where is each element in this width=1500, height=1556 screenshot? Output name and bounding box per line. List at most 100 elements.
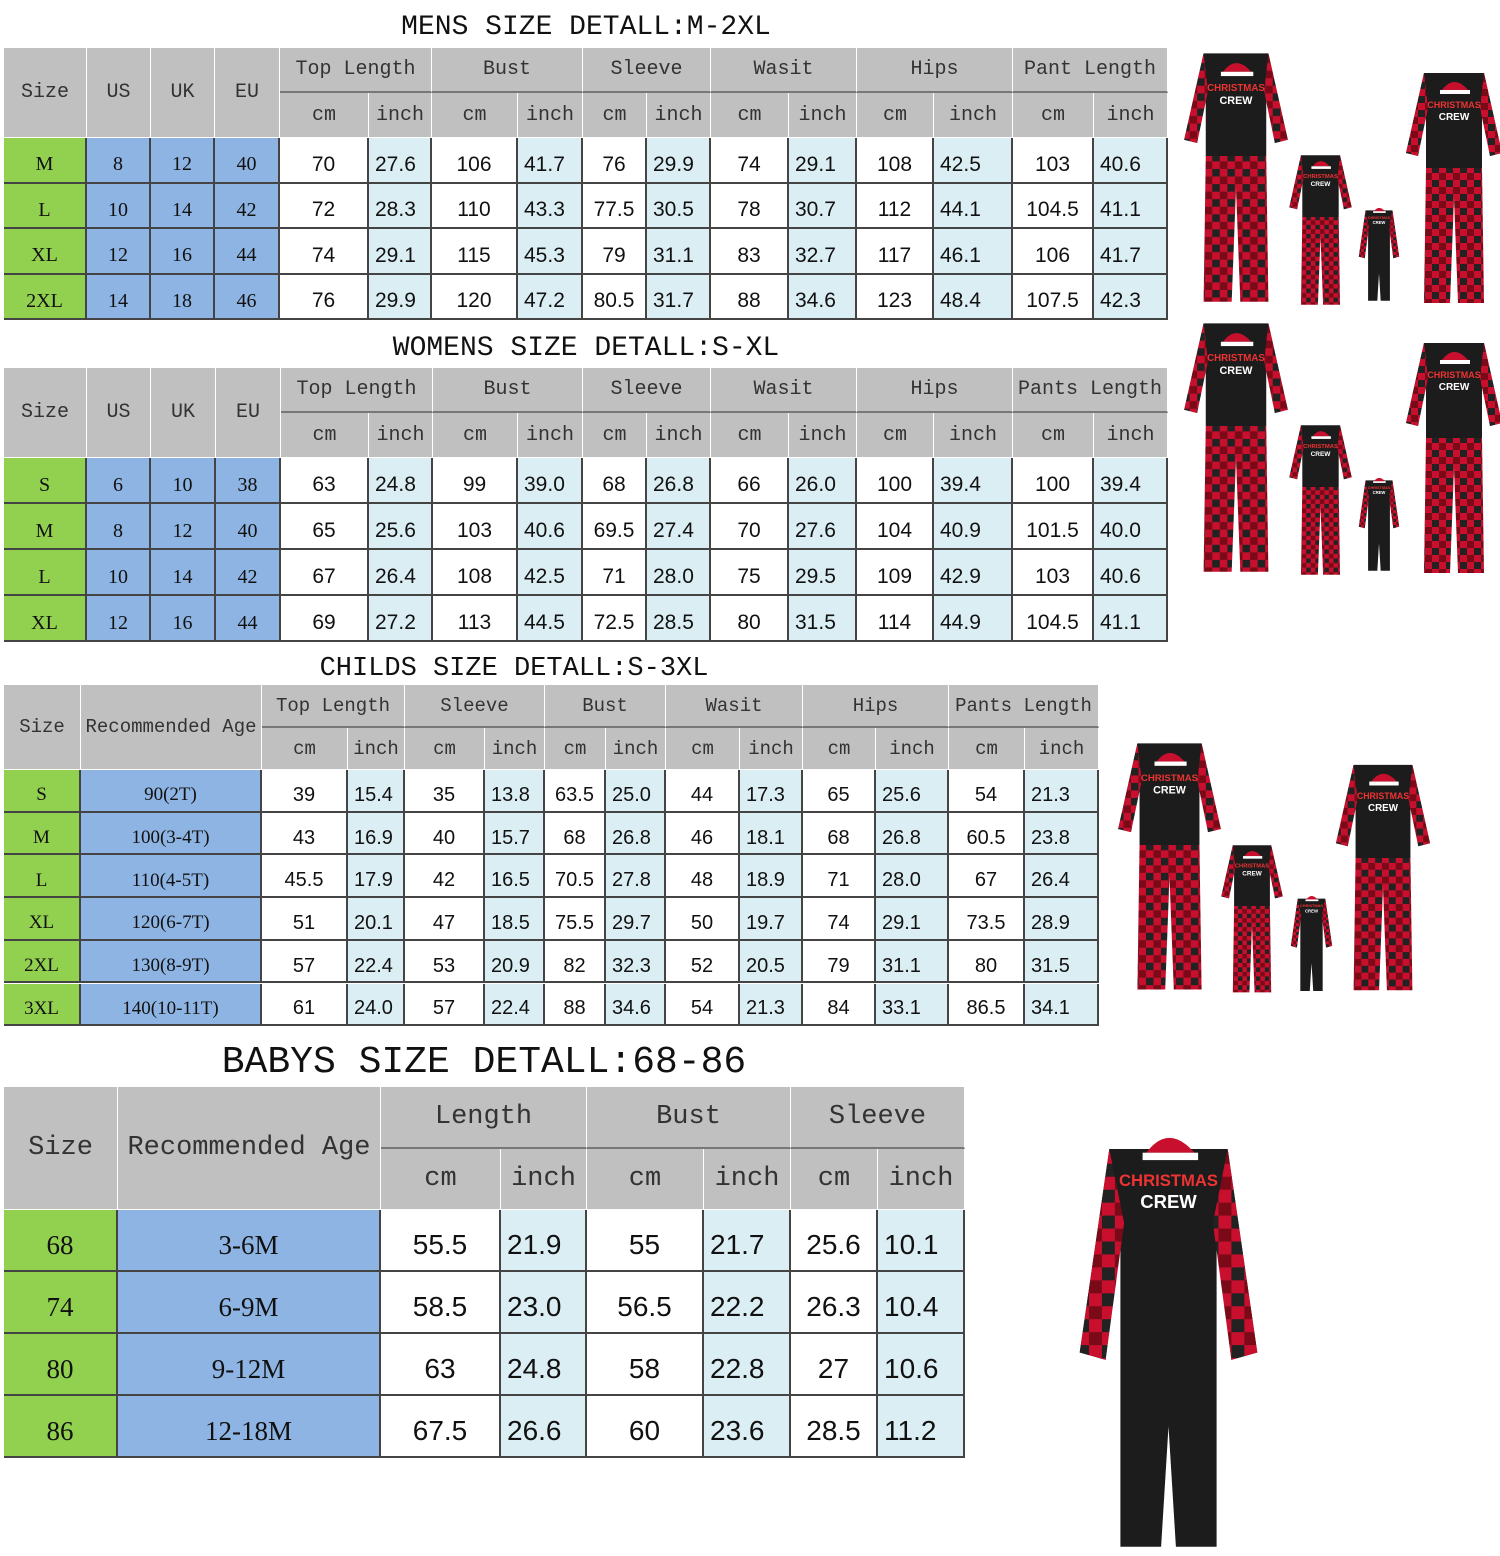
header-unit-inch: inch bbox=[369, 413, 433, 458]
inch-value-cell: 16.5 bbox=[485, 855, 545, 899]
inch-value-cell: 20.5 bbox=[740, 940, 803, 984]
cm-value-cell: 69 bbox=[281, 596, 369, 642]
uk-cell: 14 bbox=[151, 550, 216, 596]
cm-value-cell: 72 bbox=[280, 183, 369, 229]
age-cell: 130(8-9T) bbox=[81, 940, 262, 984]
cm-value-cell: 86.5 bbox=[949, 983, 1025, 1027]
cm-value-cell: 51 bbox=[262, 898, 348, 941]
header-group-sleeve: Sleeve bbox=[583, 368, 711, 413]
eu-cell: 38 bbox=[216, 458, 281, 504]
header-group-hips: Hips bbox=[857, 368, 1013, 413]
inch-value-cell: 41.7 bbox=[1094, 229, 1168, 275]
svg-text:CREW: CREW bbox=[1373, 220, 1386, 225]
inch-value-cell: 26.0 bbox=[789, 458, 857, 504]
header-unit-inch: inch bbox=[1025, 728, 1099, 770]
size-cell: M bbox=[4, 504, 87, 550]
header-unit-cm: cm bbox=[583, 93, 647, 138]
cm-value-cell: 67.5 bbox=[381, 1396, 501, 1458]
cm-value-cell: 82 bbox=[545, 940, 606, 984]
uk-cell: 12 bbox=[151, 138, 215, 184]
cm-value-cell: 113 bbox=[433, 596, 518, 642]
header-unit-cm: cm bbox=[433, 413, 518, 458]
inch-value-cell: 24.8 bbox=[369, 458, 433, 504]
header-unit-inch: inch bbox=[647, 93, 711, 138]
cm-value-cell: 68 bbox=[583, 458, 647, 504]
svg-text:CREW: CREW bbox=[1220, 365, 1254, 377]
header-unit-inch: inch bbox=[704, 1149, 791, 1210]
inch-value-cell: 20.1 bbox=[348, 898, 405, 941]
header-unit-cm: cm bbox=[803, 728, 876, 770]
cm-value-cell: 71 bbox=[583, 550, 647, 596]
cm-value-cell: 117 bbox=[857, 229, 934, 275]
size-cell: L bbox=[4, 855, 81, 899]
svg-text:CREW: CREW bbox=[1311, 451, 1332, 458]
inch-value-cell: 47.2 bbox=[518, 274, 583, 320]
cm-value-cell: 26.3 bbox=[791, 1272, 878, 1334]
uk-cell: 16 bbox=[151, 596, 216, 642]
header-unit-inch: inch bbox=[789, 93, 857, 138]
svg-text:CREW: CREW bbox=[1220, 95, 1254, 107]
inch-value-cell: 41.1 bbox=[1094, 596, 1168, 642]
cm-value-cell: 74 bbox=[280, 229, 369, 275]
inch-value-cell: 26.8 bbox=[606, 812, 666, 856]
size-cell: L bbox=[4, 550, 87, 596]
header-unit-cm: cm bbox=[381, 1149, 501, 1210]
inch-value-cell: 23.8 bbox=[1025, 812, 1099, 856]
header-group-pants-length: Pants Length bbox=[1013, 368, 1168, 413]
inch-value-cell: 17.3 bbox=[740, 770, 803, 813]
inch-value-cell: 28.0 bbox=[647, 550, 711, 596]
size-cell: 2XL bbox=[4, 274, 87, 320]
cm-value-cell: 35 bbox=[405, 770, 485, 813]
inch-value-cell: 26.8 bbox=[647, 458, 711, 504]
size-cell: 3XL bbox=[4, 983, 81, 1027]
cm-value-cell: 83 bbox=[711, 229, 789, 275]
inch-value-cell: 29.9 bbox=[369, 274, 432, 320]
inch-value-cell: 44.5 bbox=[518, 596, 583, 642]
header-unit-cm: cm bbox=[587, 1149, 704, 1210]
header-unit-cm: cm bbox=[857, 413, 934, 458]
header-unit-inch: inch bbox=[934, 413, 1013, 458]
inch-value-cell: 29.7 bbox=[606, 898, 666, 941]
cm-value-cell: 80 bbox=[949, 940, 1025, 984]
babys-title: BABYS SIZE DETALL:68-86 bbox=[221, 1041, 747, 1084]
header-unit-inch: inch bbox=[348, 728, 405, 770]
header-unit-cm: cm bbox=[949, 728, 1025, 770]
inch-value-cell: 40.6 bbox=[518, 504, 583, 550]
size-cell: L bbox=[4, 183, 87, 229]
header-group-sleeve: Sleeve bbox=[583, 48, 711, 93]
cm-value-cell: 39 bbox=[262, 770, 348, 813]
inch-value-cell: 44.1 bbox=[934, 183, 1013, 229]
inch-value-cell: 31.5 bbox=[1025, 940, 1099, 984]
header-unit-inch: inch bbox=[1094, 413, 1168, 458]
header-size: Size bbox=[4, 368, 87, 458]
inch-value-cell: 28.9 bbox=[1025, 898, 1099, 941]
cm-value-cell: 63 bbox=[281, 458, 369, 504]
inch-value-cell: 27.2 bbox=[369, 596, 433, 642]
cm-value-cell: 99 bbox=[433, 458, 518, 504]
cm-value-cell: 114 bbox=[857, 596, 934, 642]
header-unit-cm: cm bbox=[405, 728, 485, 770]
inch-value-cell: 29.9 bbox=[647, 138, 711, 184]
cm-value-cell: 103 bbox=[433, 504, 518, 550]
inch-value-cell: 29.1 bbox=[876, 898, 949, 941]
header-group-hips: Hips bbox=[803, 685, 949, 728]
inch-value-cell: 27.8 bbox=[606, 855, 666, 899]
inch-value-cell: 26.8 bbox=[876, 812, 949, 856]
header-group-bust: Bust bbox=[433, 368, 583, 413]
inch-value-cell: 27.6 bbox=[369, 138, 432, 184]
cm-value-cell: 53 bbox=[405, 940, 485, 984]
us-cell: 12 bbox=[87, 229, 151, 275]
inch-value-cell: 22.8 bbox=[704, 1334, 791, 1396]
cm-value-cell: 66 bbox=[711, 458, 789, 504]
svg-text:CREW: CREW bbox=[1153, 785, 1187, 797]
cm-value-cell: 42 bbox=[405, 855, 485, 899]
inch-value-cell: 29.1 bbox=[369, 229, 432, 275]
inch-value-cell: 40.9 bbox=[934, 504, 1013, 550]
header-recommended-age: Recommended Age bbox=[81, 685, 262, 770]
svg-text:CREW: CREW bbox=[1439, 382, 1470, 393]
